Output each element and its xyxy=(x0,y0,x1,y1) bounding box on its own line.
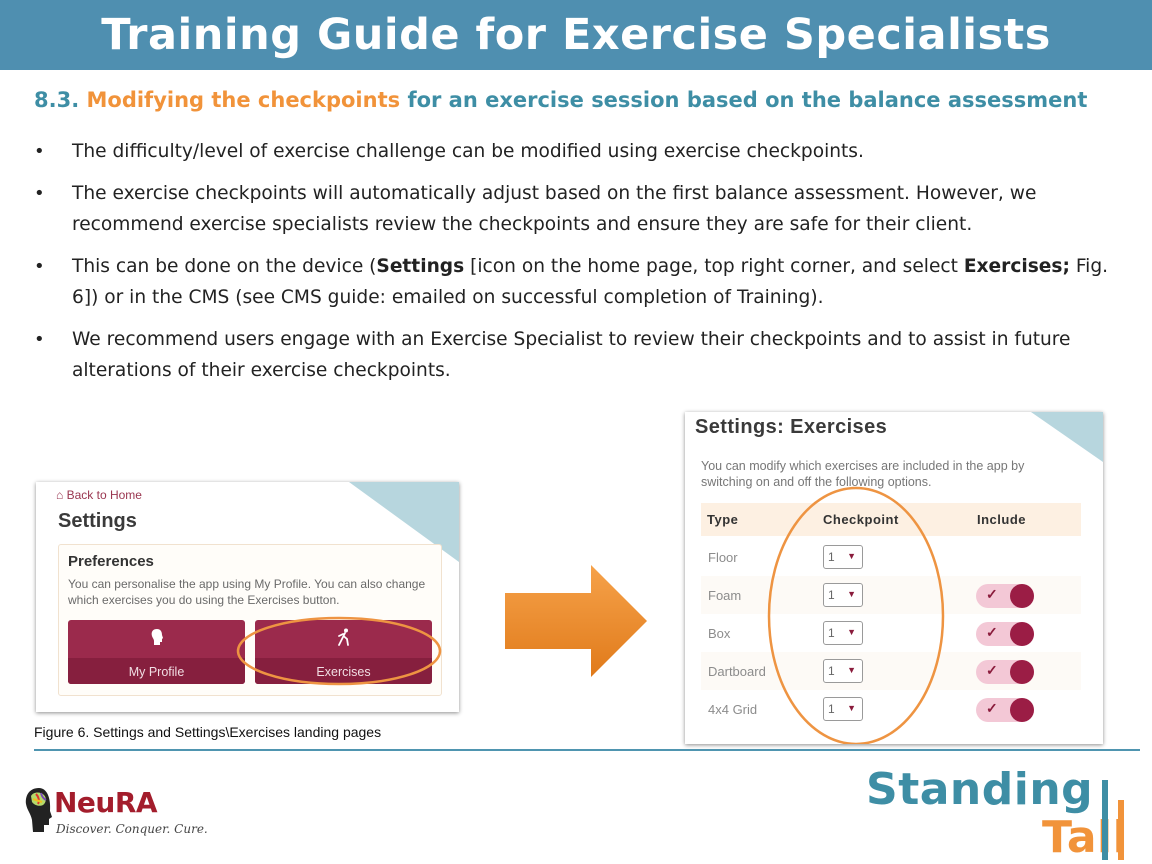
section-heading: 8.3. Modifying the checkpoints for an ex… xyxy=(34,88,1087,112)
button-band xyxy=(68,658,245,684)
standing-word: Standing xyxy=(866,764,1094,815)
bullet-3-settings: Settings xyxy=(376,256,465,277)
exercises-button[interactable]: Exercises xyxy=(255,620,432,684)
exercise-type: Floor xyxy=(708,550,738,565)
back-to-home-label: Back to Home xyxy=(66,488,142,502)
bullet-3-mid: [icon on the home page, top right corner… xyxy=(464,256,964,277)
checkpoint-select[interactable]: 1 ▼ xyxy=(823,545,863,569)
exercises-settings-screenshot: Settings: Exercises You can modify which… xyxy=(685,412,1103,744)
table-row: Box 1 ▼ ✓ xyxy=(701,614,1081,652)
exercises-label: Exercises xyxy=(316,665,371,679)
bullet-4: We recommend users engage with an Exerci… xyxy=(34,324,1114,386)
section-rest: for an exercise session based on the bal… xyxy=(407,88,1088,112)
settings-title: Settings xyxy=(58,510,137,532)
table-row: Dartboard 1 ▼ ✓ xyxy=(701,652,1081,690)
exercise-type: Dartboard xyxy=(708,664,766,679)
exercises-settings-title: Settings: Exercises xyxy=(695,416,888,438)
bullet-1: The difficulty/level of exercise challen… xyxy=(34,136,1114,167)
check-icon: ✓ xyxy=(986,700,998,716)
chevron-down-icon: ▼ xyxy=(847,665,856,675)
neura-wordmark: NeuRA xyxy=(54,786,158,819)
bullet-3-exercises: Exercises; xyxy=(963,256,1070,277)
figure-caption: Figure 6. Settings and Settings\Exercise… xyxy=(34,724,382,740)
standing-tall-logo: Standing Tall xyxy=(866,764,1146,864)
tall-word: Tall xyxy=(1042,812,1129,863)
back-to-home-link[interactable]: ⌂ Back to Home xyxy=(56,488,142,502)
bullet-3: This can be done on the device (Settings… xyxy=(34,251,1114,313)
preferences-card: Preferences You can personalise the app … xyxy=(58,544,442,696)
include-toggle[interactable]: ✓ xyxy=(976,584,1034,608)
bullet-list: The difficulty/level of exercise challen… xyxy=(34,136,1114,397)
checkpoint-select[interactable]: 1 ▼ xyxy=(823,697,863,721)
check-icon: ✓ xyxy=(986,624,998,640)
include-toggle[interactable]: ✓ xyxy=(976,698,1034,722)
standing-figure-icon xyxy=(1102,780,1124,860)
bullet-3-post: Fig. 6]) or in the CMS (see CMS guide: e… xyxy=(72,256,1109,308)
checkpoint-select[interactable]: 1 ▼ xyxy=(823,621,863,645)
neura-tagline: Discover. Conquer. Cure. xyxy=(56,822,208,836)
checkpoint-value: 1 xyxy=(828,626,835,640)
column-type: Type xyxy=(707,512,739,527)
home-icon: ⌂ xyxy=(56,488,64,502)
chevron-down-icon: ▼ xyxy=(847,703,856,713)
my-profile-button[interactable]: My Profile xyxy=(68,620,245,684)
toggle-knob xyxy=(1010,584,1034,608)
checkpoint-value: 1 xyxy=(828,588,835,602)
chevron-down-icon: ▼ xyxy=(847,627,856,637)
chevron-down-icon: ▼ xyxy=(847,589,856,599)
checkpoint-value: 1 xyxy=(828,550,835,564)
footer-divider xyxy=(34,749,1140,751)
bullet-3-pre: This can be done on the device ( xyxy=(72,256,377,277)
table-header: Type Checkpoint Include xyxy=(701,503,1081,536)
title-banner: Training Guide for Exercise Specialists xyxy=(0,0,1152,70)
exercise-type: Box xyxy=(708,626,731,641)
column-checkpoint: Checkpoint xyxy=(823,512,899,527)
preferences-description: You can personalise the app using My Pro… xyxy=(68,577,426,607)
brain-head-icon xyxy=(25,788,52,832)
exercises-settings-description: You can modify which exercises are inclu… xyxy=(701,459,1025,489)
table-row: Foam 1 ▼ ✓ xyxy=(701,576,1081,614)
toggle-knob xyxy=(1010,660,1034,684)
corner-decoration xyxy=(349,482,459,562)
toggle-knob xyxy=(1010,622,1034,646)
bullet-2: The exercise checkpoints will automatica… xyxy=(34,178,1114,240)
checkpoint-select[interactable]: 1 ▼ xyxy=(823,659,863,683)
chevron-down-icon: ▼ xyxy=(847,551,856,561)
toggle-knob xyxy=(1010,698,1034,722)
checkpoint-select[interactable]: 1 ▼ xyxy=(823,583,863,607)
checkpoint-value: 1 xyxy=(828,664,835,678)
highlight-ellipse-checkpoints xyxy=(767,486,945,744)
running-figure-icon xyxy=(255,628,432,651)
neura-logo: NeuRA Discover. Conquer. Cure. xyxy=(22,784,208,844)
profile-head-icon xyxy=(68,628,245,651)
section-number: 8.3. xyxy=(34,88,80,112)
check-icon: ✓ xyxy=(986,662,998,678)
checkpoint-value: 1 xyxy=(828,702,835,716)
include-toggle[interactable]: ✓ xyxy=(976,660,1034,684)
highlight-ellipse-exercises xyxy=(236,616,442,686)
table-row: Floor 1 ▼ xyxy=(701,538,1081,576)
check-icon: ✓ xyxy=(986,586,998,602)
right-arrow-icon xyxy=(505,565,647,677)
column-include: Include xyxy=(977,512,1027,527)
corner-decoration xyxy=(1031,412,1103,462)
page-title: Training Guide for Exercise Specialists xyxy=(101,10,1051,60)
exercise-type: 4x4 Grid xyxy=(708,702,758,717)
section-highlight: Modifying the checkpoints xyxy=(86,88,401,112)
table-row: 4x4 Grid 1 ▼ ✓ xyxy=(701,690,1081,728)
preferences-title: Preferences xyxy=(68,553,154,570)
include-toggle[interactable]: ✓ xyxy=(976,622,1034,646)
exercise-type: Foam xyxy=(708,588,742,603)
my-profile-label: My Profile xyxy=(128,665,185,679)
settings-screenshot: ⌂ Back to Home Settings Preferences You … xyxy=(36,482,459,712)
